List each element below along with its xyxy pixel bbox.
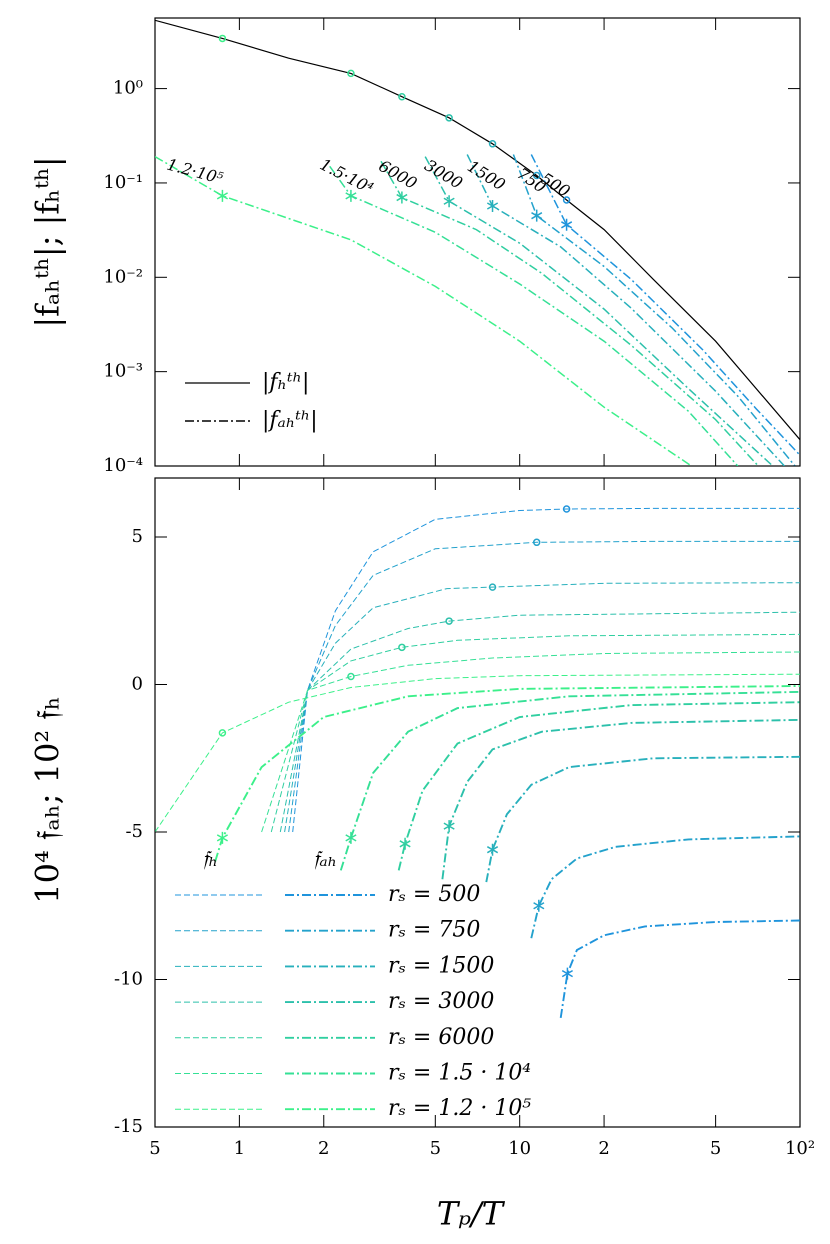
star-marker [216, 831, 228, 844]
star-marker [561, 218, 573, 231]
x-tick-label: 10 [508, 1138, 531, 1159]
legend-text: rₛ = 750 [388, 918, 480, 943]
star-marker [345, 189, 357, 202]
star-marker [443, 820, 455, 833]
legend-text: rₛ = 1.5 · 10⁴ [388, 1061, 531, 1086]
ah-line [485, 755, 800, 883]
star-marker [345, 831, 357, 844]
circle-marker [218, 34, 227, 43]
series-line [466, 154, 785, 466]
star-marker [486, 199, 499, 212]
panel-0 [155, 19, 800, 466]
series-line [512, 154, 796, 466]
circle-marker [218, 729, 227, 737]
ah-line [339, 690, 800, 871]
top-frame [154, 17, 801, 467]
y-tick-label: 10⁻⁴ [103, 455, 143, 476]
star-marker [216, 189, 228, 202]
curve-label: 6000 [376, 156, 421, 193]
h-line [155, 673, 800, 833]
ah-line [559, 919, 800, 1019]
star-marker [399, 837, 411, 850]
legend-text: rₛ = 500 [388, 882, 480, 907]
series-line [424, 156, 774, 466]
circle-marker [562, 505, 571, 513]
h-line [284, 582, 800, 833]
y-tick-label: -10 [114, 969, 143, 990]
circle-marker [398, 643, 406, 652]
curve-label: 1.2·10⁵ [165, 155, 226, 188]
y-tick-label: 5 [132, 526, 143, 547]
h-line [261, 651, 800, 833]
x-tick-label: 10² [785, 1138, 815, 1159]
legend-text: rₛ = 3000 [388, 989, 494, 1014]
series-line [380, 160, 759, 466]
bottom-y-axis-label: 10⁴ 𝔣ₐₕ; 10² 𝔣ₕ [29, 696, 67, 903]
legend-title: 𝔣ₐₕ [313, 847, 337, 872]
legend-text: |fₕᵗʰ| [262, 370, 309, 395]
y-tick-label: 10⁰ [113, 78, 143, 99]
circle-marker [532, 538, 541, 547]
legend-text: rₛ = 1.2 · 10⁵ [388, 1096, 531, 1121]
ah-line [441, 718, 800, 880]
star-marker [486, 843, 499, 856]
ah-line [397, 701, 800, 871]
bottom-frame [154, 477, 801, 1128]
circle-marker [488, 583, 497, 591]
ah-line [530, 835, 800, 939]
circle-marker [445, 114, 453, 122]
series-line [530, 154, 800, 456]
circle-marker [532, 171, 541, 180]
curve-label: 1500 [464, 157, 509, 195]
y-tick-label: 0 [132, 674, 143, 695]
x-tick-label: 5 [710, 1138, 721, 1159]
x-axis-label: Tₚ/T [437, 1195, 506, 1233]
legend-text: |fₐₕᵗʰ| [262, 408, 318, 433]
y-tick-label: -5 [125, 821, 143, 842]
h-line [288, 540, 800, 833]
legend-text: rₛ = 1500 [388, 953, 494, 978]
y-tick-label: 10⁻³ [103, 361, 143, 382]
star-marker [531, 209, 543, 222]
x-tick-label: 5 [430, 1138, 441, 1159]
x-tick-label: 1 [234, 1138, 245, 1159]
star-marker [561, 967, 573, 980]
legend-text: rₛ = 6000 [388, 1025, 494, 1050]
circle-marker [347, 69, 355, 78]
series-line [329, 165, 739, 466]
x-tick-label: 2 [318, 1138, 329, 1159]
x-tick-label: 5 [149, 1138, 160, 1159]
star-marker [533, 899, 545, 912]
circle-marker [488, 140, 497, 148]
circle-marker [347, 672, 355, 681]
star-marker [443, 195, 455, 208]
y-tick-label: -15 [114, 1116, 143, 1137]
curve-label: 750 [514, 164, 550, 197]
circle-marker [398, 92, 406, 101]
circle-marker [445, 617, 453, 625]
reference-line [155, 19, 800, 441]
panel-1 [155, 505, 800, 1019]
top-y-axis-label: |fₐₕᵗʰ|; |fₕᵗʰ| [29, 156, 67, 327]
circle-marker [562, 196, 571, 204]
legend-title: 𝔣ₕ [202, 847, 218, 872]
y-tick-label: 10⁻² [103, 266, 143, 287]
curve-label: 3000 [421, 155, 466, 192]
series-line [155, 155, 692, 466]
star-marker [396, 191, 408, 204]
x-tick-label: 2 [598, 1138, 609, 1159]
y-tick-label: 10⁻¹ [103, 172, 143, 193]
